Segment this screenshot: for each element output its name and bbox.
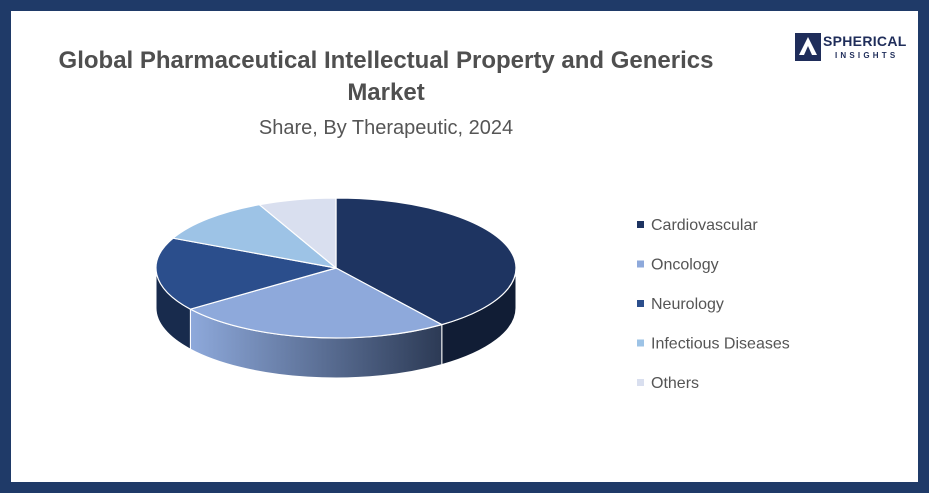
pie-slice-neurology	[155, 237, 337, 310]
legend-swatch-others	[637, 379, 644, 386]
legend-swatch-cardiovascular	[637, 221, 644, 228]
legend-swatch-infectious-diseases	[637, 339, 644, 347]
chart-frame: Global Pharmaceutical Intellectual Prope…	[11, 11, 918, 482]
logo-mark-icon	[795, 33, 821, 61]
pie-top	[155, 197, 517, 339]
legend-label-oncology: Oncology	[651, 257, 719, 274]
spherical-insights-logo: SPHERICAL INSIGHTS	[795, 31, 907, 71]
chart-subtitle: Share, By Therapeutic, 2024	[258, 117, 514, 139]
chart-title-line-1: Global Pharmaceutical Intellectual Prope…	[58, 47, 714, 74]
pie-slice-infectious-diseases	[171, 204, 339, 270]
pie-slice-others	[257, 197, 337, 270]
logo-word-1: SPHERICAL	[823, 33, 907, 49]
legend-label-neurology: Neurology	[651, 296, 724, 313]
legend-swatch-neurology	[637, 300, 644, 307]
chart-legend: Cardiovascular Oncology Neurology Infectiou…	[637, 217, 790, 392]
logo-word-2: INSIGHTS	[835, 51, 899, 60]
legend-label-others: Others	[651, 375, 699, 392]
chart-title-line-2: Market	[347, 79, 425, 106]
pie-chart: Cardiovascular Oncology Neurology Infectiou…	[155, 197, 790, 392]
legend-label-infectious-diseases: Infectious Diseases	[651, 336, 790, 353]
pie-slice-cardiovascular	[335, 197, 517, 326]
legend-label-cardiovascular: Cardiovascular	[651, 217, 758, 234]
legend-swatch-oncology	[637, 260, 644, 268]
pie-slice-oncology	[188, 267, 444, 339]
chart-title: Global Pharmaceutical Intellectual Prope…	[11, 45, 761, 109]
